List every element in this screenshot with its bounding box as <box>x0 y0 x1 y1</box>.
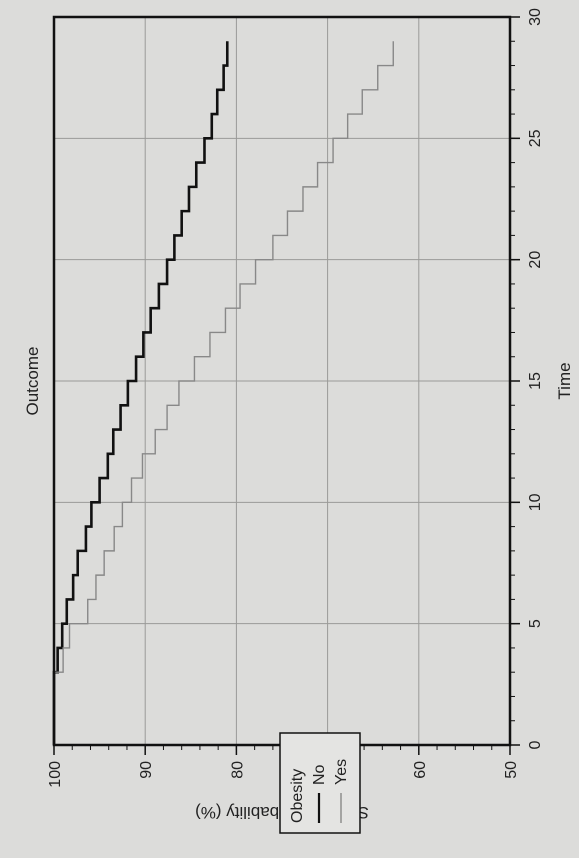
series-line-yes <box>53 41 394 745</box>
legend-title: Obesity <box>289 769 306 823</box>
legend-box <box>279 732 361 834</box>
axes: 0510152025301009080706050 <box>47 8 544 788</box>
y-tick-label: 80 <box>229 761 246 779</box>
y-tick-label: 60 <box>412 761 429 779</box>
legend: Obesity No Yes <box>279 732 361 834</box>
series-line-no <box>52 41 229 745</box>
legend-label-no: No <box>311 764 328 785</box>
x-tick-label: 0 <box>527 740 544 749</box>
y-tick-label: 50 <box>503 761 520 779</box>
y-tick-label: 100 <box>47 761 64 788</box>
chart-title: Outcome <box>23 347 42 416</box>
x-tick-label: 10 <box>527 493 544 511</box>
x-axis-label: Time <box>555 362 574 399</box>
legend-label-yes: Yes <box>333 759 350 785</box>
y-tick-label: 90 <box>138 761 155 779</box>
x-tick-label: 20 <box>527 251 544 269</box>
x-tick-label: 25 <box>527 129 544 147</box>
x-tick-label: 5 <box>527 619 544 628</box>
series-layer <box>52 41 394 745</box>
x-tick-label: 30 <box>527 8 544 26</box>
x-tick-label: 15 <box>527 372 544 390</box>
